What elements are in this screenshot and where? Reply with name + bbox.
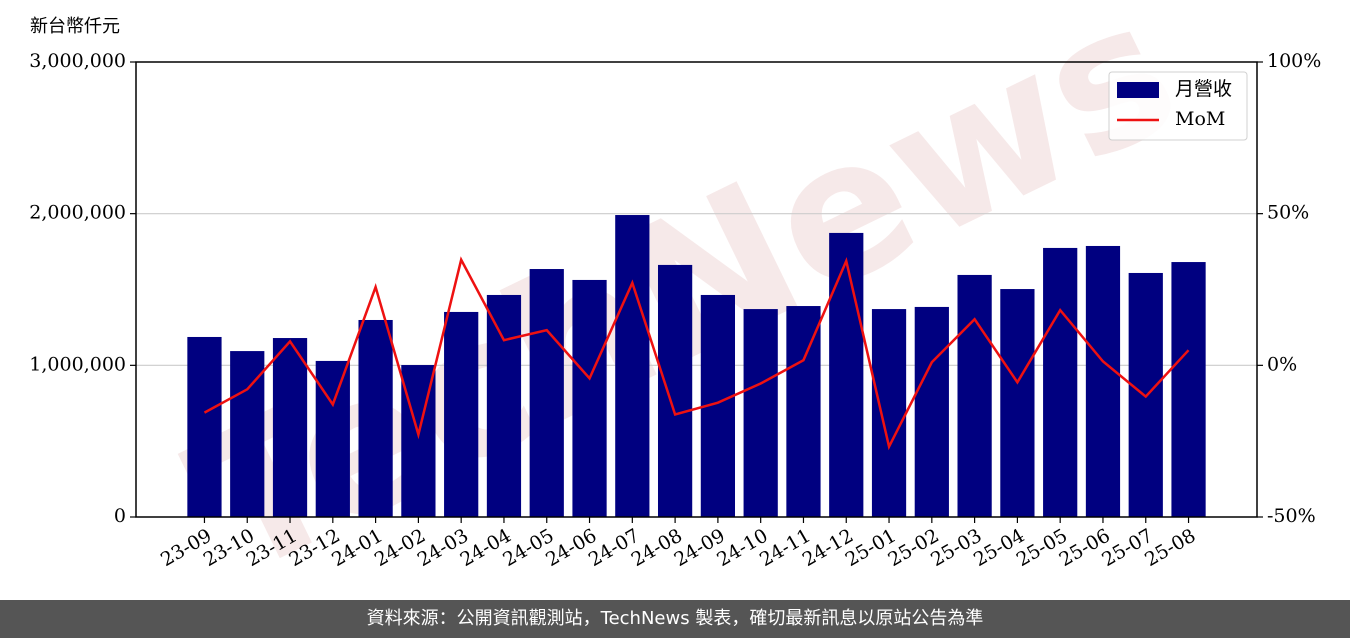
y-tick-label: 1,000,000 (29, 353, 126, 375)
bar (486, 294, 522, 517)
y-axis-label: 新台幣仟元 (30, 16, 120, 37)
bar (615, 215, 650, 517)
y-tick-label: 2,000,000 (29, 202, 126, 224)
line (203, 256, 1190, 451)
y-tick-label: 3,000,000 (29, 50, 126, 72)
y2-tick-label: 50% (1267, 202, 1309, 224)
bar (1000, 289, 1035, 517)
bar (657, 264, 693, 517)
bar (871, 309, 907, 517)
x-tick-label: 25-08 (1141, 525, 1199, 571)
bar (230, 351, 265, 517)
footer-bar (0, 600, 1350, 638)
bar (1085, 245, 1121, 517)
legend-swatch (1117, 82, 1159, 98)
bar (829, 232, 864, 517)
bar (358, 319, 393, 517)
bar (444, 311, 479, 517)
bar (272, 338, 308, 517)
legend-label: 月營收 (1175, 78, 1232, 100)
y2-tick-label: 0% (1267, 353, 1297, 375)
bar (1171, 262, 1206, 517)
bar (572, 279, 607, 517)
plot-frame (135, 61, 1258, 518)
y-tick-label: 0 (114, 505, 126, 527)
y2-tick-label: 100% (1267, 50, 1321, 72)
legend-label: MoM (1175, 108, 1225, 130)
footer: 資料來源：公開資訊觀測站，TechNews 製表，確切最新訊息以原站公告為準 (367, 608, 984, 629)
y2-tick-label: -50% (1267, 505, 1316, 527)
bar (315, 360, 350, 517)
bar (914, 306, 949, 517)
bar (957, 274, 992, 517)
bar (1043, 247, 1078, 517)
bar (187, 336, 222, 517)
bar (786, 306, 821, 517)
bar (529, 269, 564, 517)
bar (743, 309, 778, 517)
